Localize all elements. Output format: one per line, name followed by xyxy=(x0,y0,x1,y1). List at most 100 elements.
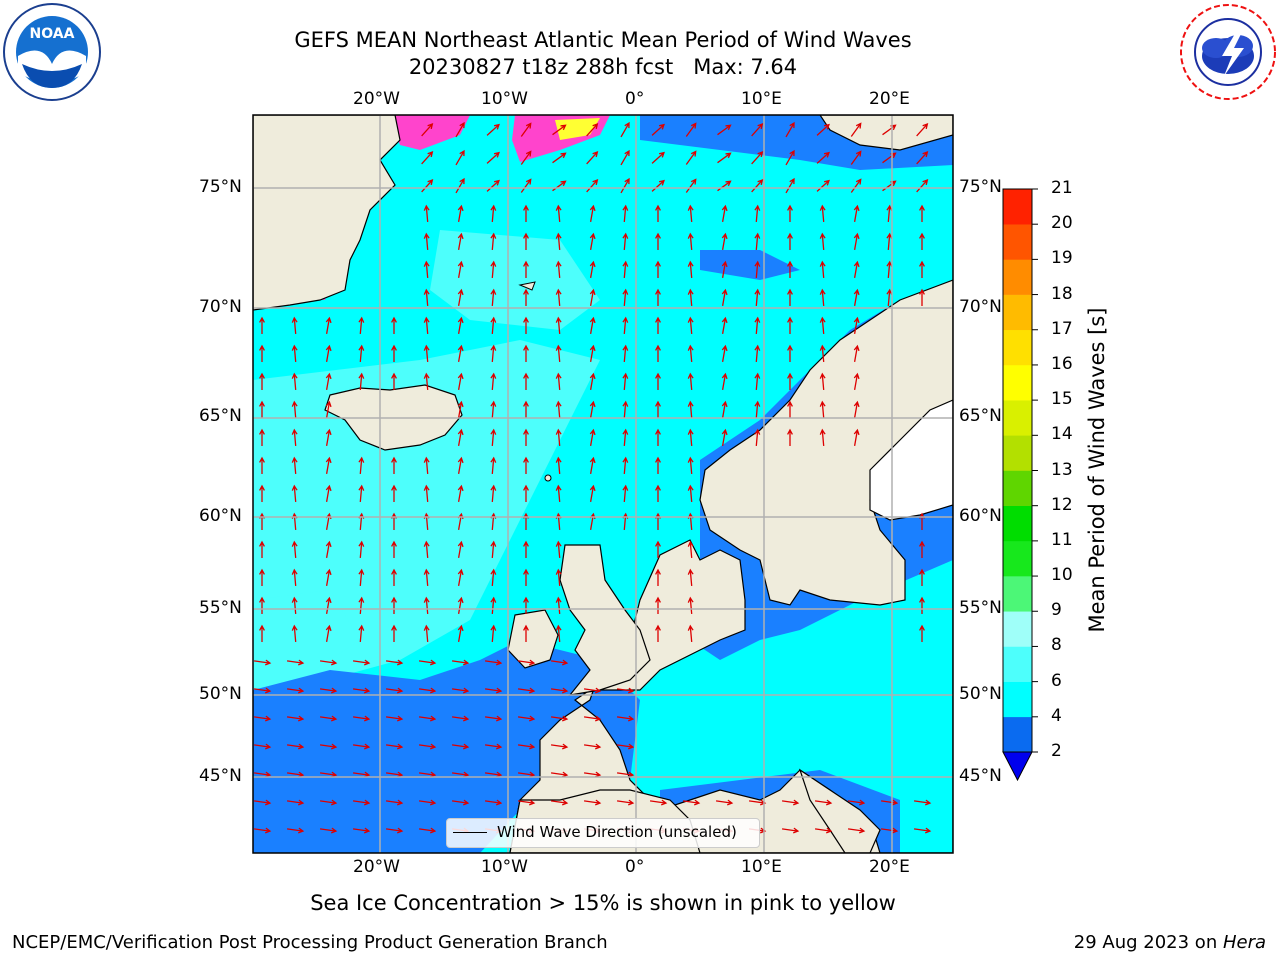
colorbar-tick-label: 11 xyxy=(1051,529,1073,550)
lon-label-top-20e: 20°E xyxy=(869,89,910,109)
colorbar-segment xyxy=(1003,294,1032,331)
wave-direction-arrow xyxy=(517,743,536,750)
wave-direction-arrow xyxy=(655,344,661,362)
wave-direction-arrow xyxy=(555,568,562,587)
wave-direction-arrow xyxy=(451,799,470,806)
wave-direction-arrow xyxy=(853,260,860,278)
wave-direction-arrow xyxy=(291,596,298,615)
wave-direction-arrow xyxy=(423,624,430,643)
wave-direction-arrow xyxy=(555,204,562,223)
wave-direction-arrow xyxy=(352,743,371,750)
footer-credit: NCEP/EMC/Verification Post Processing Pr… xyxy=(12,932,608,953)
wave-direction-arrow xyxy=(721,344,728,362)
wave-direction-arrow xyxy=(589,372,596,390)
wave-direction-arrow xyxy=(552,152,567,164)
wave-direction-arrow xyxy=(423,372,430,391)
wave-direction-arrow xyxy=(819,316,826,335)
wave-direction-arrow xyxy=(616,715,635,722)
wave-direction-arrow xyxy=(286,827,305,834)
wave-direction-arrow xyxy=(490,484,497,503)
wave-direction-arrow xyxy=(352,687,371,694)
wave-direction-arrow xyxy=(291,624,298,643)
wave-direction-arrow xyxy=(455,177,465,194)
wave-direction-arrow xyxy=(319,799,338,806)
wave-direction-arrow xyxy=(490,232,497,251)
wave-direction-arrow xyxy=(687,596,694,615)
wave-direction-arrow xyxy=(490,456,497,475)
wave-direction-arrow xyxy=(253,743,272,750)
lon-label-bottom-0: 0° xyxy=(625,857,645,877)
map-frame xyxy=(252,114,954,854)
wave-direction-arrow xyxy=(620,121,630,138)
wave-direction-arrow xyxy=(523,596,529,614)
colorbar-segment xyxy=(1003,505,1032,542)
lat-label-right-75n: 75°N xyxy=(959,177,1002,197)
colorbar-segment xyxy=(1003,540,1032,577)
wave-direction-arrow xyxy=(555,372,562,391)
wave-direction-arrow xyxy=(457,232,464,250)
wave-direction-arrow xyxy=(319,687,338,694)
wave-direction-arrow xyxy=(423,540,430,559)
wave-direction-arrow xyxy=(583,715,602,722)
wave-direction-arrow xyxy=(352,827,371,834)
wave-direction-arrow xyxy=(486,123,500,136)
wave-direction-arrow xyxy=(457,400,464,418)
wave-direction-arrow xyxy=(751,179,764,193)
wave-direction-arrow xyxy=(490,204,497,223)
wave-direction-arrow xyxy=(523,540,529,558)
wave-direction-arrow xyxy=(523,484,529,502)
colorbar-tick-label: 14 xyxy=(1051,424,1073,445)
colorbar-tick-label: 10 xyxy=(1051,565,1073,586)
wave-direction-arrow xyxy=(886,288,893,307)
wave-direction-arrow xyxy=(253,687,272,694)
wave-direction-arrow xyxy=(423,568,430,587)
wave-direction-arrow xyxy=(523,456,529,474)
ocean-patch-low-barents xyxy=(700,250,800,280)
lat-label-left-60n: 60°N xyxy=(199,506,242,526)
wave-direction-arrow xyxy=(721,232,728,250)
wave-direction-arrow xyxy=(451,715,470,722)
wave-direction-arrow xyxy=(622,204,629,223)
wave-direction-arrow xyxy=(919,624,925,642)
wave-direction-arrow xyxy=(583,743,602,750)
wave-direction-arrow xyxy=(687,400,694,419)
colorbar-segment xyxy=(1003,259,1032,295)
wave-direction-arrow xyxy=(451,743,470,750)
wave-direction-arrow xyxy=(523,624,529,642)
wave-direction-arrow xyxy=(655,540,661,558)
wave-direction-arrow xyxy=(685,150,697,165)
wave-direction-arrow xyxy=(291,372,298,391)
wave-direction-arrow xyxy=(819,232,826,251)
wave-direction-arrow xyxy=(721,204,728,222)
wave-direction-arrow xyxy=(455,121,465,138)
wave-direction-arrow xyxy=(583,799,602,806)
wave-direction-arrow xyxy=(552,124,567,136)
wave-direction-arrow xyxy=(423,344,430,363)
wave-direction-arrow xyxy=(589,344,596,362)
noaa-logo: NOAA xyxy=(2,2,102,102)
wave-direction-arrow xyxy=(754,316,761,335)
colorbar-segment xyxy=(1003,329,1032,366)
graticule xyxy=(253,115,953,853)
wave-direction-arrow xyxy=(418,659,437,666)
wave-direction-arrow xyxy=(325,428,332,446)
wave-direction-arrow xyxy=(523,232,529,250)
wave-direction-arrow xyxy=(916,179,929,193)
wave-direction-arrow xyxy=(754,288,761,307)
wave-direction-arrow xyxy=(325,540,332,558)
map-title: GEFS MEAN Northeast Atlantic Mean Period… xyxy=(294,28,912,52)
wave-direction-arrow xyxy=(385,743,404,750)
wave-direction-arrow xyxy=(655,428,661,446)
wave-direction-arrow xyxy=(919,232,925,250)
wave-direction-arrow xyxy=(880,799,899,806)
wave-direction-arrow xyxy=(325,316,332,334)
wave-direction-arrow xyxy=(358,372,365,391)
wave-direction-arrow xyxy=(787,260,793,278)
land-greenland xyxy=(253,115,401,311)
wave-direction-arrow xyxy=(517,715,536,722)
wave-direction-arrow xyxy=(754,204,761,223)
wave-direction-arrow xyxy=(754,344,761,363)
wave-direction-arrow xyxy=(286,799,305,806)
wave-direction-arrow xyxy=(847,799,866,806)
wave-direction-arrow xyxy=(291,344,298,363)
